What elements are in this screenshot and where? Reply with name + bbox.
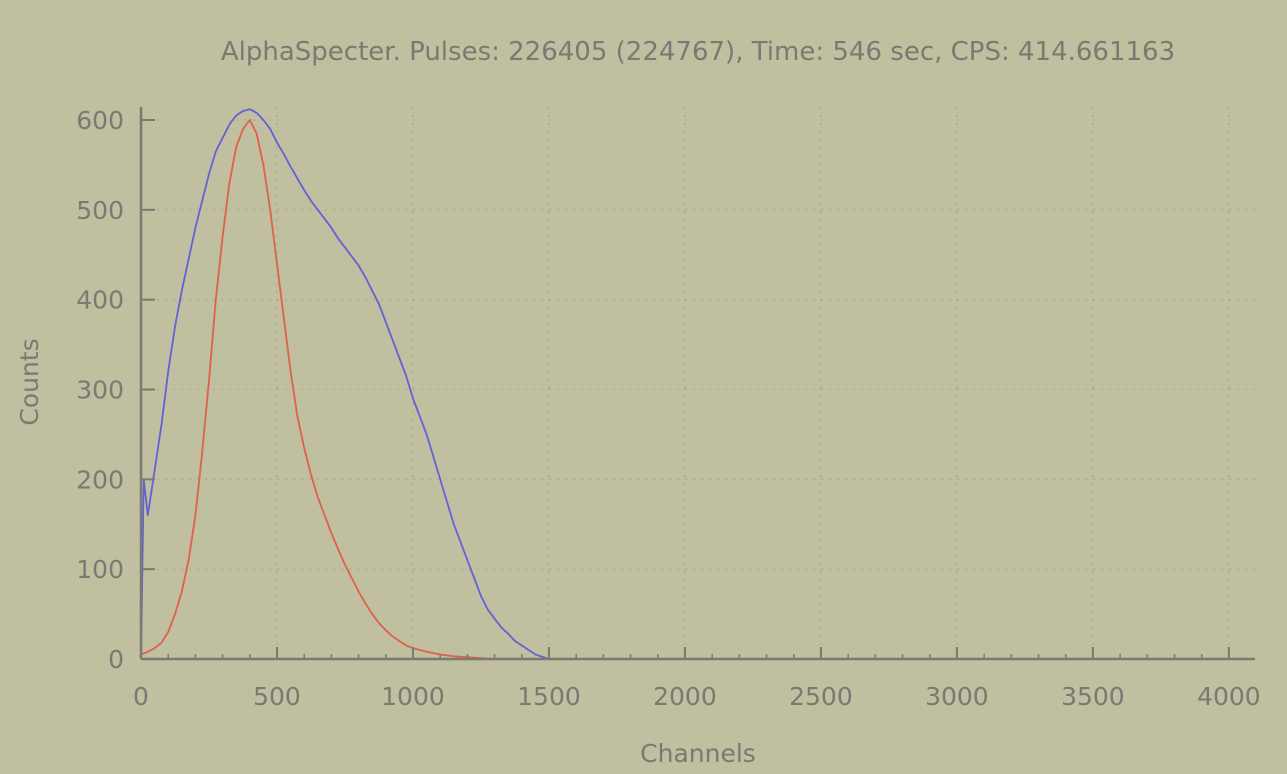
grid-lines: [141, 107, 1255, 659]
x-tick-label: 2500: [789, 682, 853, 711]
x-tick-label: 2000: [653, 682, 717, 711]
y-tick-label: 100: [76, 555, 124, 584]
x-tick-label: 1500: [517, 682, 581, 711]
axes: 0 500 1000 1500 2000 2500 3000 3500 4000 0 100 200 3…: [76, 106, 1260, 711]
y-tick-label: 200: [76, 465, 124, 494]
y-tick-label: 600: [76, 106, 124, 135]
y-tick-label: 0: [108, 645, 124, 674]
y-axis-title: Counts: [15, 338, 44, 425]
series-line-1: [140, 108, 1255, 660]
x-tick-label: 3000: [925, 682, 989, 711]
x-tick-label: 1000: [381, 682, 445, 711]
chart-title: AlphaSpecter. Pulses: 226405 (224767), T…: [221, 37, 1175, 67]
x-tick-label: 4000: [1197, 682, 1261, 711]
y-tick-label: 400: [76, 286, 124, 315]
x-tick-label: 0: [133, 682, 149, 711]
x-axis-title: Channels: [640, 739, 756, 768]
y-tick-label: 300: [76, 376, 124, 405]
x-tick-label: 3500: [1061, 682, 1125, 711]
y-tick-label: 500: [76, 196, 124, 225]
x-tick-label: 500: [253, 682, 301, 711]
